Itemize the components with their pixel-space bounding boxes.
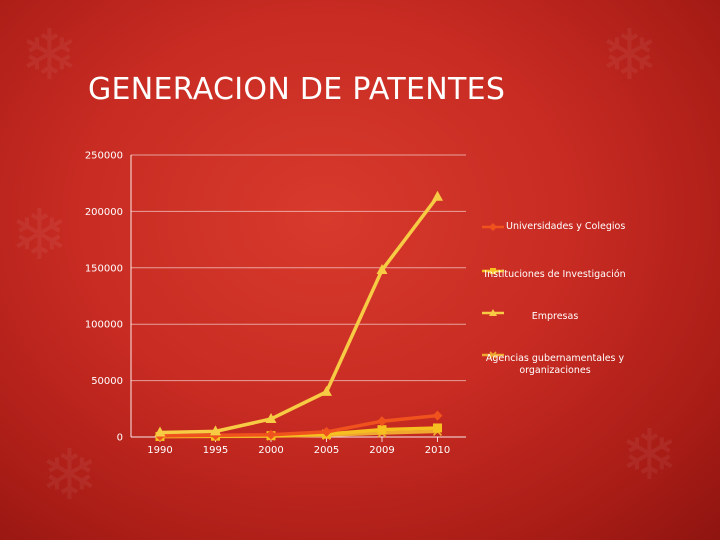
legend-label: Universidades y Colegios <box>506 221 626 232</box>
data-point-0 <box>432 410 443 421</box>
slide-title: GENERACION DE PATENTES <box>88 72 506 107</box>
legend-swatch <box>482 351 504 359</box>
data-point-2 <box>432 190 443 201</box>
y-tick-label: 100000 <box>85 320 123 331</box>
data-point-2 <box>210 425 221 436</box>
x-tick-label: 1990 <box>147 445 172 456</box>
series-line-0 <box>159 413 438 438</box>
x-tick-label: 1995 <box>203 445 228 456</box>
data-point-2 <box>154 426 166 437</box>
legend-label: Instituciones de Investigación <box>484 269 626 280</box>
maple-leaf-icon: ❄ <box>20 14 79 96</box>
legend-label: Empresas <box>531 311 579 322</box>
data-point-2 <box>321 385 332 396</box>
maple-leaf-icon: ❄ <box>600 14 659 96</box>
x-tick-label: 2000 <box>258 445 283 456</box>
maple-leaf-icon: ❄ <box>620 414 679 496</box>
legend-swatch <box>482 309 504 316</box>
data-point-0 <box>321 426 332 437</box>
data-point-1 <box>433 423 442 433</box>
x-tick-label: 2005 <box>314 445 339 456</box>
data-point-0 <box>377 416 387 427</box>
maple-leaf-icon: ❄ <box>40 434 99 516</box>
y-tick-label: 0 <box>117 433 123 444</box>
x-tick-label: 2009 <box>369 445 394 456</box>
data-point-2 <box>376 264 388 275</box>
data-point-1 <box>377 425 387 435</box>
maple-leaf-icon: ❄ <box>10 194 69 276</box>
data-point-0 <box>266 429 276 440</box>
y-tick-label: 250000 <box>85 151 123 162</box>
y-tick-label: 150000 <box>85 263 123 274</box>
series-line-2 <box>159 195 439 435</box>
y-tick-label: 200000 <box>85 207 123 218</box>
legend-swatch <box>482 223 504 231</box>
data-point-2 <box>265 412 277 423</box>
legend-label: Agencias gubernamentales y organizacione… <box>485 353 625 376</box>
y-tick-label: 50000 <box>91 376 123 387</box>
x-tick-label: 2010 <box>425 445 450 456</box>
legend-swatch <box>482 268 504 274</box>
